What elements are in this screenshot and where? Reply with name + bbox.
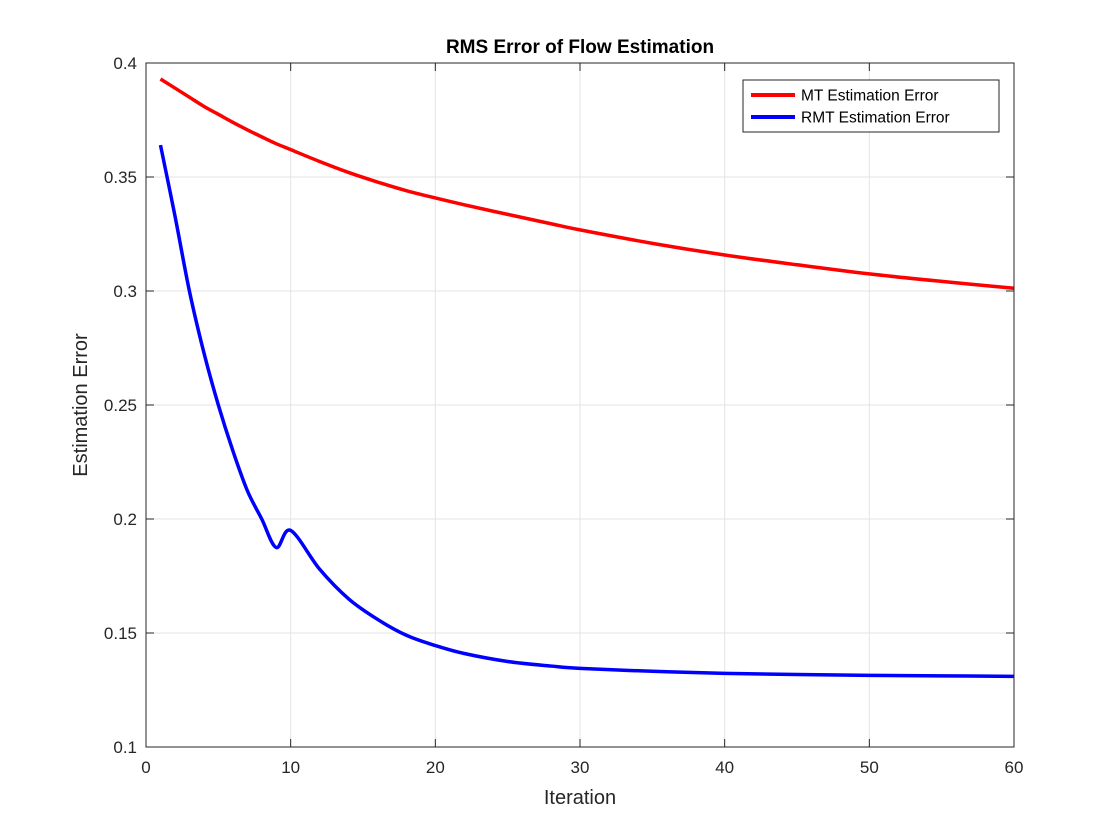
series-line-mt — [159, 77, 1015, 291]
y-tick-label: 0.1 — [113, 738, 137, 757]
axis-ticks — [145, 62, 1015, 748]
chart-title: RMS Error of Flow Estimation — [446, 37, 714, 58]
x-axis-label: Iteration — [544, 787, 616, 809]
legend: MT Estimation Error RMT Estimation Error — [742, 79, 1000, 133]
series-layer — [158, 77, 1015, 679]
legend-label-rmt: RMT Estimation Error — [801, 110, 950, 127]
x-tick-label: 60 — [1005, 758, 1024, 777]
x-tick-label: 30 — [571, 758, 590, 777]
legend-box — [742, 79, 1000, 133]
y-tick-label: 0.15 — [104, 624, 137, 643]
y-tick-label: 0.25 — [104, 396, 137, 415]
legend-label-mt: MT Estimation Error — [801, 88, 939, 105]
tick-labels: 0 10 20 30 40 50 60 0.1 0.15 0.2 0.25 0.3 0.35 0.4 — [104, 54, 1024, 777]
y-tick-label: 0.2 — [113, 510, 137, 529]
x-tick-label: 20 — [426, 758, 445, 777]
x-tick-label: 40 — [715, 758, 734, 777]
x-tick-label: 50 — [860, 758, 879, 777]
x-tick-label: 0 — [141, 758, 150, 777]
y-axis-label: Estimation Error — [70, 333, 92, 477]
y-tick-label: 0.3 — [113, 282, 137, 301]
y-tick-label: 0.4 — [113, 54, 137, 73]
y-tick-label: 0.35 — [104, 168, 137, 187]
x-tick-label: 10 — [281, 758, 300, 777]
series-line-rmt — [158, 144, 1015, 679]
